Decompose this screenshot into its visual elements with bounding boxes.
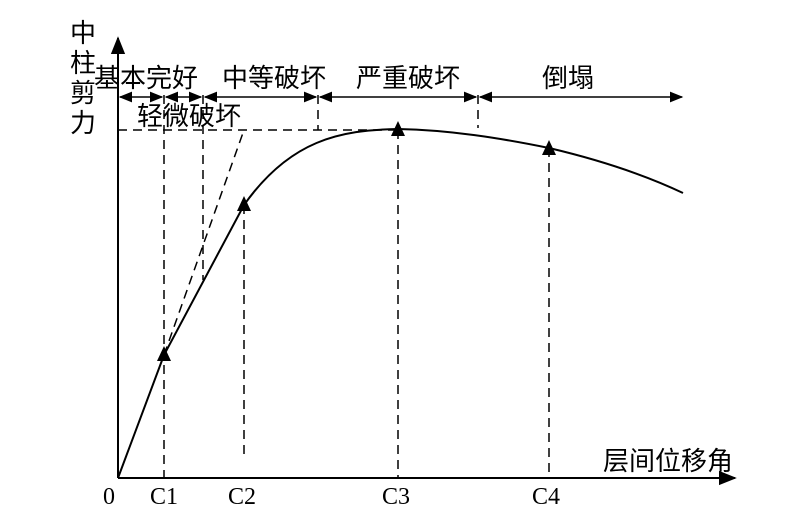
response-curve	[117, 127, 684, 479]
y-axis-label-char-4: 力	[70, 109, 96, 139]
y-axis-label-char-1: 中	[70, 19, 96, 49]
marker-c1	[157, 346, 171, 361]
x-axis-label: 层间位移角	[603, 447, 733, 477]
y-axis-label-char-3: 剪	[70, 79, 96, 109]
tick-c1: C1	[150, 484, 178, 510]
secant-line-c1	[163, 129, 245, 356]
tick-c4: C4	[532, 484, 560, 510]
stage-label-moderate: 中等破坏	[222, 64, 326, 94]
y-axis-label-char-2: 柱	[70, 49, 96, 79]
marker-c3	[391, 121, 405, 136]
stage-label-collapse: 倒塌	[542, 64, 594, 94]
marker-c4	[542, 140, 556, 155]
stage-label-slight: 轻微破坏	[137, 102, 241, 132]
stage-label-intact: 基本完好	[94, 64, 198, 94]
marker-c2	[237, 196, 251, 211]
tick-c3: C3	[382, 484, 410, 510]
origin-label: 0	[103, 484, 115, 510]
stage-label-severe: 严重破坏	[356, 64, 460, 94]
tick-c2: C2	[228, 484, 256, 510]
